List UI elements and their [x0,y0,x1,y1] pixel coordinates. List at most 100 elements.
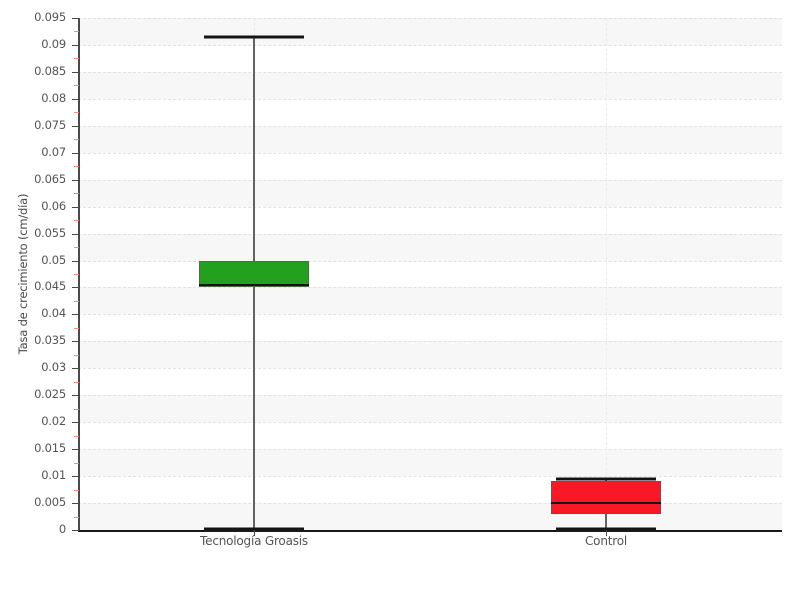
background-band [78,341,782,369]
y-tick-label: 0 [58,522,66,536]
whisker-cap-lower [556,527,656,530]
y-tick-mark [72,152,79,154]
y-tick-mark [72,44,79,46]
y-minor-tick-mark [74,112,79,114]
y-minor-tick-mark [74,139,79,141]
x-tick-mark [254,530,255,536]
y-tick-label: 0.065 [34,171,66,186]
y-minor-tick-mark [74,274,79,275]
y-tick-label: 0.01 [41,468,66,483]
gridline-horizontal [78,476,782,478]
y-tick-label: 0.035 [34,333,66,348]
x-tick-label: Control [585,534,627,548]
y-axis-title: Tasa de crecimiento (cm/día) [16,193,30,355]
y-tick-label: 0.095 [34,10,66,24]
y-tick-mark [72,179,79,181]
y-tick-mark [72,449,79,451]
gridline-horizontal [78,179,782,181]
y-minor-tick-mark [74,435,79,437]
gridline-horizontal [78,233,782,235]
background-band [78,449,782,477]
gridline-horizontal [78,449,782,451]
y-tick-label: 0.025 [34,387,66,402]
gridline-horizontal [78,260,782,262]
y-tick-mark [72,18,79,19]
y-tick-label: 0.055 [34,225,66,240]
gridline-horizontal [78,422,782,424]
y-tick-mark [72,341,79,343]
whisker-cap-lower [204,527,304,530]
y-tick-mark [72,98,79,100]
background-band [78,503,782,530]
boxplot-series [78,18,782,530]
y-minor-tick-mark [74,381,79,383]
y-tick-mark [72,125,79,127]
y-tick-mark [72,206,79,208]
background-band [78,233,782,261]
y-tick-label: 0.04 [41,306,66,321]
y-minor-tick-mark [74,408,79,410]
whisker-cap-upper [204,35,304,39]
y-axis-line [78,18,80,530]
x-axis-line [78,530,782,532]
gridline-horizontal [78,71,782,73]
y-tick-label: 0.08 [41,90,66,105]
y-tick-mark [72,233,79,235]
gridline-horizontal [78,395,782,397]
y-minor-tick-mark [74,247,79,249]
gridline-horizontal [78,314,782,316]
background-band [78,125,782,153]
y-tick-label: 0.015 [34,441,66,456]
y-tick-label: 0.02 [41,414,66,429]
y-minor-tick-mark [74,58,79,60]
y-tick-mark [72,287,79,289]
y-tick-label: 0.03 [41,360,66,375]
y-minor-tick-mark [74,166,79,168]
y-minor-tick-mark [74,516,79,518]
y-tick-mark [72,530,79,531]
y-tick-label: 0.045 [34,279,66,294]
background-band [78,395,782,423]
boxplot-box-2 [78,18,782,530]
gridline-horizontal [78,98,782,100]
y-tick-mark [72,395,79,397]
y-minor-tick-mark [74,354,79,356]
whisker-cap-upper [556,477,656,481]
background-band [78,18,782,45]
y-minor-tick-mark [74,220,79,222]
gridline-vertical [606,18,607,530]
gridline-horizontal [78,206,782,208]
y-tick-label: 0.07 [41,144,66,159]
y-tick-label: 0.06 [41,198,66,213]
y-tick-label: 0.09 [41,36,66,51]
median-line [199,283,309,286]
y-tick-label: 0.005 [34,495,66,510]
y-tick-mark [72,476,79,478]
plot-area [78,18,782,530]
y-minor-tick-mark [74,489,79,491]
x-tick-label: Tecnología Groasis [200,534,308,548]
gridline-horizontal [78,287,782,289]
y-minor-tick-mark [74,327,79,329]
gridline-horizontal [78,125,782,127]
box-rect [199,260,309,288]
gridline-horizontal [78,44,782,46]
y-tick-label: 0.085 [34,63,66,78]
boxplot-box-1 [78,18,782,530]
gridline-horizontal [78,503,782,505]
y-tick-mark [72,422,79,424]
y-tick-label: 0.075 [34,117,66,132]
y-minor-tick-mark [74,300,79,302]
y-tick-mark [72,314,79,316]
y-tick-label: 0.05 [41,252,66,267]
median-line [551,502,661,505]
y-tick-mark [72,368,79,370]
gridline-horizontal [78,18,782,19]
x-tick-mark [606,530,607,536]
box-rect [551,481,661,514]
background-band [78,179,782,207]
y-tick-mark [72,71,79,73]
background-band [78,71,782,99]
y-minor-tick-mark [74,85,79,87]
